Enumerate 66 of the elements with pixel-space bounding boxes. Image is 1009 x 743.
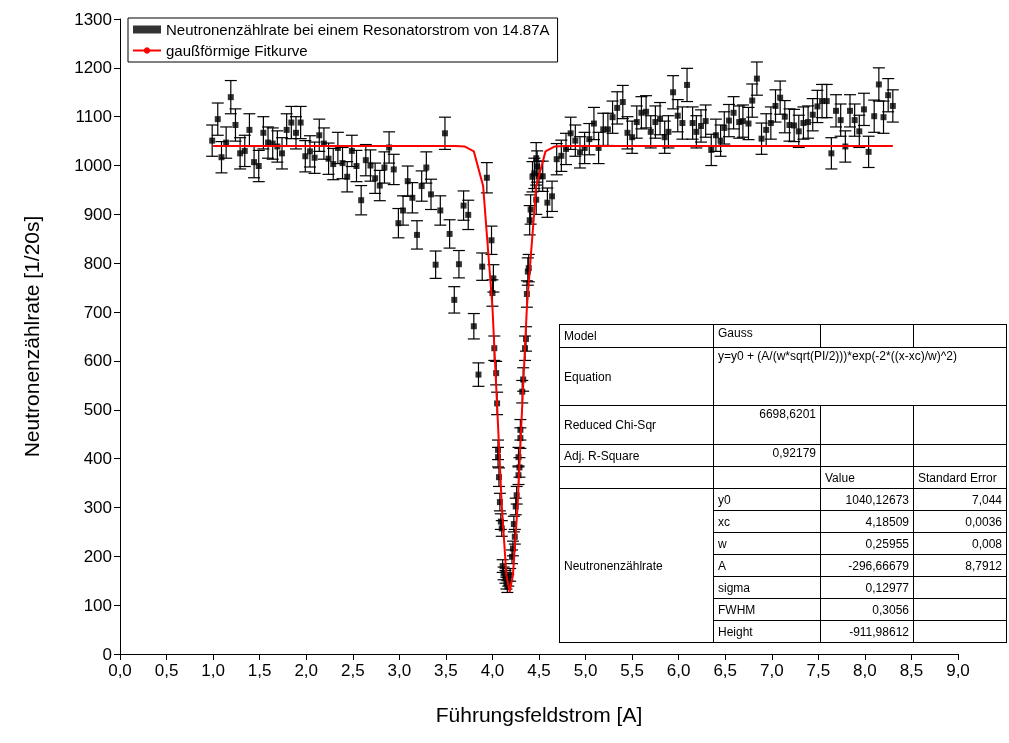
x-tick-label: 6,0 xyxy=(666,661,691,680)
annotation: Height xyxy=(713,620,821,643)
annotation: y=y0 + (A/(w*sqrt(PI/2)))*exp(-2*((x-xc)/w)^2) xyxy=(713,347,1007,406)
annotation: A xyxy=(713,554,821,577)
text: 0,008 xyxy=(913,532,1007,555)
y-tick-label: 700 xyxy=(83,302,112,322)
y-tick-label: 1000 xyxy=(74,156,112,176)
annotation: 1040,12673 xyxy=(820,488,914,511)
x-tick-label: 1,5 xyxy=(247,661,272,680)
y-tick-label: 300 xyxy=(83,497,112,517)
annotation: w xyxy=(713,532,821,555)
legend-label: gaußförmige Fitkurve xyxy=(166,42,308,59)
annotation: Value xyxy=(820,466,914,489)
x-tick-label: 0,5 xyxy=(154,661,179,680)
x-tick-label: 2,5 xyxy=(340,661,365,680)
annotation: Model xyxy=(559,324,714,348)
annotation: 4,18509 xyxy=(820,510,914,533)
x-tick-label: 5,0 xyxy=(573,661,598,680)
x-tick-label: 7,5 xyxy=(806,661,831,680)
y-axis-title: Neutronenzählrate [1/20s] xyxy=(20,215,43,458)
x-tick-label: 1,0 xyxy=(201,661,225,680)
annotation: Gauss xyxy=(713,324,821,348)
text: 7,044 xyxy=(913,488,1007,511)
annotation: 0,92179 xyxy=(713,444,821,467)
y-tick-label: 100 xyxy=(83,595,112,615)
x-tick-label: 9,0 xyxy=(946,661,970,680)
annotation: FWHM xyxy=(713,598,821,621)
annotation: -911,98612 xyxy=(820,620,914,643)
x-axis-title: Führungsfeldstrom [A] xyxy=(435,703,643,726)
annotation: Neutronenzählrate xyxy=(559,488,714,643)
x-tick-label: 3,0 xyxy=(387,661,412,680)
x-tick-label: 7,0 xyxy=(759,661,784,680)
x-tick-label: 8,0 xyxy=(853,661,877,680)
x-tick-label: 4,0 xyxy=(480,661,505,680)
annotation: 6698,6201 xyxy=(713,405,821,445)
annotation: 0,3056 xyxy=(820,598,914,621)
x-tick-label: 8,5 xyxy=(899,661,924,680)
x-tick-label: 3,5 xyxy=(434,661,458,680)
y-tick-label: 600 xyxy=(83,351,112,371)
y-tick-label: 200 xyxy=(83,546,112,566)
annotation: -296,66679 xyxy=(820,554,914,577)
x-tick-label: 5,5 xyxy=(620,661,644,680)
x-tick-label: 2,0 xyxy=(294,661,319,680)
annotation: 0,12977 xyxy=(820,576,914,599)
y-tick-label: 900 xyxy=(83,204,112,224)
annotation: Equation xyxy=(559,347,714,406)
annotation: Adj. R-Square xyxy=(559,444,714,467)
annotation: xc xyxy=(713,510,821,533)
y-tick-label: 800 xyxy=(83,253,112,273)
y-tick-label: 500 xyxy=(83,400,112,420)
annotation: sigma xyxy=(713,576,821,599)
y-tick-label: 0 xyxy=(102,644,112,664)
annotation: Standard Error xyxy=(913,466,1007,489)
legend-label: Neutronenzählrate bei einem Resonatorstrom von 14.87A xyxy=(166,21,550,38)
y-tick-label: 1100 xyxy=(75,107,112,127)
text: 8,7912 xyxy=(913,554,1007,577)
x-tick-label: 4,5 xyxy=(527,661,551,680)
y-tick-label: 1300 xyxy=(74,9,112,29)
annotation: 0,25955 xyxy=(820,532,914,555)
x-tick-label: 6,5 xyxy=(713,661,738,680)
x-tick-label: 0,0 xyxy=(108,661,132,680)
y-tick-label: 1200 xyxy=(74,58,112,78)
y-tick-label: 400 xyxy=(83,449,112,469)
text: 0,0036 xyxy=(913,510,1007,533)
annotation: y0 xyxy=(713,488,821,511)
annotation: Reduced Chi-Sqr xyxy=(559,405,714,445)
